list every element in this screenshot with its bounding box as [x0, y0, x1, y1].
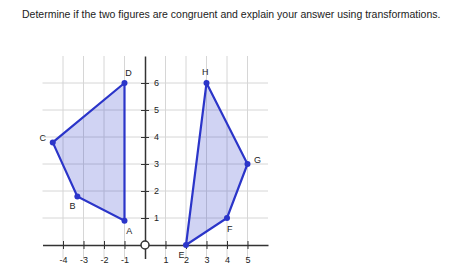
- tick-label: -4: [59, 255, 67, 265]
- vertex: [245, 161, 251, 167]
- tick: -4: [59, 241, 67, 265]
- tick: 5: [141, 105, 159, 115]
- polygon: [53, 83, 125, 221]
- tick: 3: [204, 241, 209, 265]
- grid-line: [247, 56, 248, 259]
- vertex: [74, 193, 80, 199]
- tick: 1: [141, 213, 159, 223]
- tick-label: -2: [100, 255, 108, 265]
- vertex-label: A: [126, 226, 132, 236]
- tick: -1: [121, 241, 129, 265]
- origin: [141, 241, 149, 249]
- chart: Determine if the two figures are congrue…: [0, 0, 474, 272]
- tick-mark: [207, 241, 208, 249]
- vertex-label: G: [254, 155, 261, 165]
- tick: -2: [100, 241, 108, 265]
- tick: 6: [141, 78, 159, 88]
- polygon: [186, 83, 248, 245]
- tick-mark: [141, 191, 149, 192]
- tick-label: 2: [154, 186, 159, 196]
- vertex-label: C: [39, 133, 46, 143]
- tick-label: 2: [184, 255, 189, 265]
- grid: [43, 56, 269, 259]
- tick-label: 1: [154, 213, 159, 223]
- tick-label: 4: [225, 255, 230, 265]
- tick-label: 6: [154, 78, 159, 88]
- vertex: [50, 139, 56, 145]
- vertex: [122, 218, 128, 224]
- tick: 3: [141, 159, 159, 169]
- tick-label: 3: [204, 255, 209, 265]
- tick: 2: [141, 186, 159, 196]
- vertex: [224, 215, 230, 221]
- vertex: [183, 242, 189, 248]
- tick: 4: [141, 132, 159, 142]
- tick-label: 1: [163, 255, 168, 265]
- tick-mark: [166, 241, 167, 249]
- vertex-label: D: [125, 68, 132, 78]
- tick-label: -3: [80, 255, 88, 265]
- vertex-label: B: [70, 201, 76, 211]
- tick-mark: [84, 241, 85, 249]
- tick-label: 3: [154, 159, 159, 169]
- tick-mark: [141, 137, 149, 138]
- tick-mark: [125, 241, 126, 249]
- tick-mark: [227, 241, 228, 249]
- vertex-labels: D C B A H G F E: [39, 67, 261, 260]
- tick-mark: [63, 241, 64, 249]
- x-axis: -4 -3 -2 -1 1 2 3 4 5: [43, 241, 269, 265]
- grid-line: [165, 56, 166, 259]
- tick-label: 5: [154, 105, 159, 115]
- tick-mark: [141, 83, 149, 84]
- vertex-label: E: [178, 250, 184, 260]
- x-axis-line: [43, 245, 269, 247]
- tick-label: 5: [245, 255, 250, 265]
- tick: -3: [80, 241, 88, 265]
- y-axis: 1 2 3 4 5 6: [141, 57, 159, 260]
- tick: 5: [245, 241, 250, 265]
- vertex: [122, 80, 128, 86]
- marks: [50, 80, 251, 248]
- tick-mark: [104, 241, 105, 249]
- tick-mark: [141, 164, 149, 165]
- tick-mark: [141, 218, 149, 219]
- tick-mark: [141, 110, 149, 111]
- vertex: [204, 80, 210, 86]
- tick: 1: [163, 241, 168, 265]
- vertex-label: F: [227, 224, 233, 234]
- grid-line: [186, 56, 187, 259]
- tick: 2: [184, 241, 189, 265]
- tick-label: -1: [121, 255, 129, 265]
- tick: 4: [225, 241, 230, 265]
- title: Determine if the two figures are congrue…: [22, 8, 440, 20]
- tick-label: 4: [154, 132, 159, 142]
- y-axis-line: [145, 57, 147, 260]
- vertex-label: H: [202, 67, 209, 77]
- tick-mark: [248, 241, 249, 249]
